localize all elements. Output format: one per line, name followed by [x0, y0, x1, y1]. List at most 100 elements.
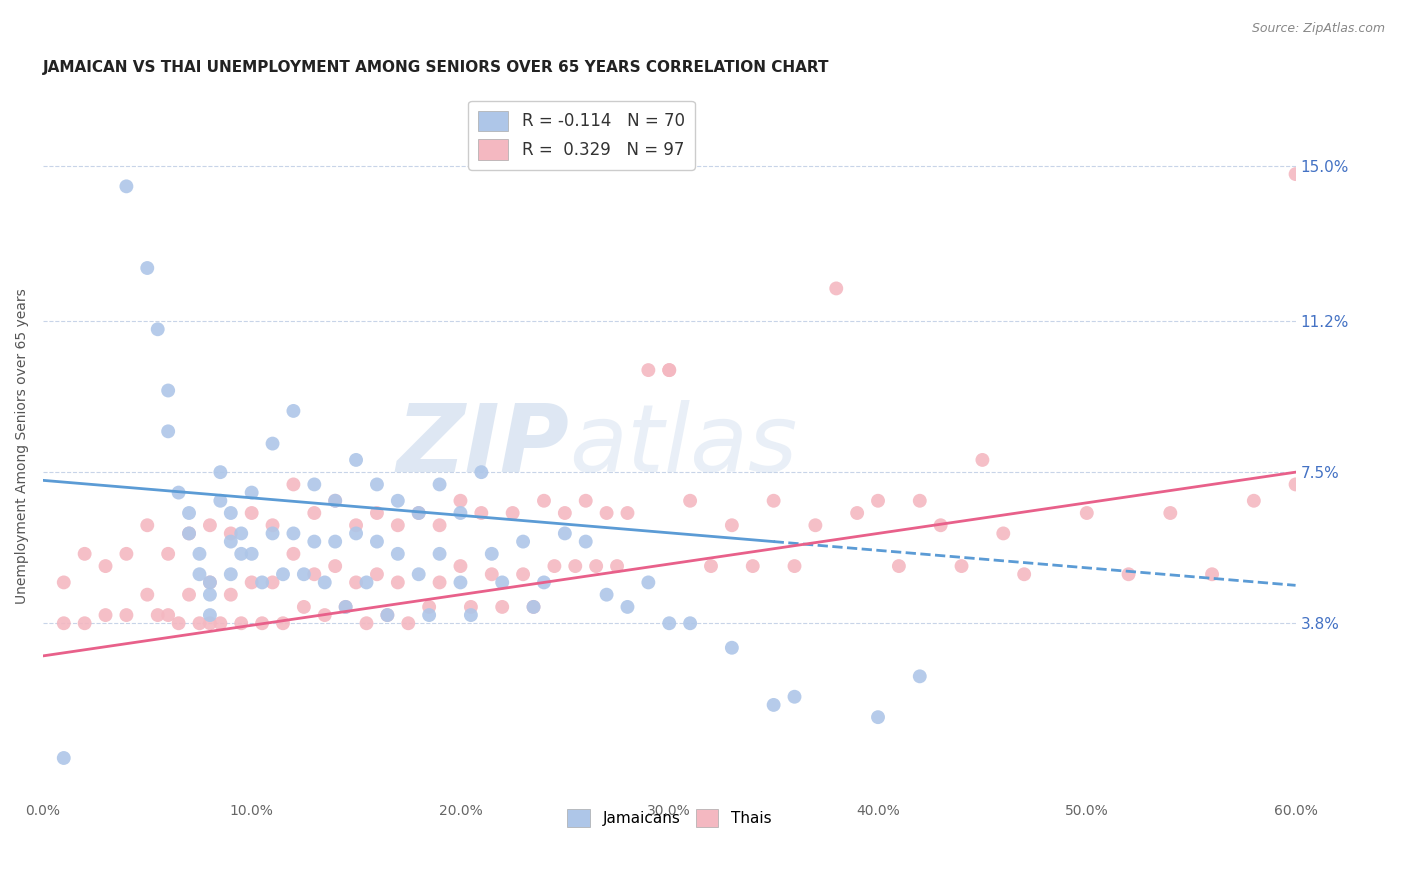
Point — [387, 518, 409, 533]
Point — [543, 559, 565, 574]
Point — [304, 506, 326, 520]
Legend: Jamaicans, Thais: Jamaicans, Thais — [561, 803, 778, 833]
Point — [188, 567, 211, 582]
Point — [366, 506, 388, 520]
Point — [188, 547, 211, 561]
Point — [219, 526, 242, 541]
Point — [387, 547, 409, 561]
Point — [616, 599, 638, 614]
Point — [908, 669, 931, 683]
Point — [481, 547, 503, 561]
Point — [783, 690, 806, 704]
Point — [136, 260, 159, 275]
Point — [271, 616, 294, 631]
Point — [512, 534, 534, 549]
Point — [240, 575, 263, 590]
Point — [250, 616, 273, 631]
Point — [157, 608, 180, 623]
Point — [950, 559, 973, 574]
Point — [1284, 477, 1306, 491]
Point — [658, 616, 681, 631]
Point — [344, 575, 367, 590]
Point — [408, 506, 430, 520]
Point — [177, 526, 200, 541]
Point — [177, 506, 200, 520]
Point — [262, 526, 284, 541]
Point — [323, 534, 346, 549]
Point — [470, 506, 492, 520]
Point — [198, 575, 221, 590]
Point — [240, 485, 263, 500]
Point — [283, 547, 305, 561]
Point — [146, 322, 169, 336]
Point — [1012, 567, 1035, 582]
Point — [115, 547, 138, 561]
Point — [314, 575, 336, 590]
Point — [366, 567, 388, 582]
Point — [658, 363, 681, 377]
Point — [356, 575, 378, 590]
Point — [972, 453, 994, 467]
Point — [679, 616, 702, 631]
Point — [292, 599, 315, 614]
Point — [637, 363, 659, 377]
Point — [344, 526, 367, 541]
Point — [554, 506, 576, 520]
Point — [219, 567, 242, 582]
Text: atlas: atlas — [569, 401, 797, 491]
Point — [198, 588, 221, 602]
Point — [52, 616, 75, 631]
Point — [993, 526, 1015, 541]
Point — [335, 599, 357, 614]
Point — [762, 698, 785, 712]
Point — [554, 526, 576, 541]
Point — [198, 518, 221, 533]
Point — [240, 506, 263, 520]
Point — [396, 616, 419, 631]
Point — [146, 608, 169, 623]
Point — [491, 599, 513, 614]
Point — [460, 608, 482, 623]
Point — [908, 493, 931, 508]
Point — [522, 599, 544, 614]
Point — [335, 599, 357, 614]
Point — [136, 518, 159, 533]
Point — [1284, 167, 1306, 181]
Point — [52, 751, 75, 765]
Point — [136, 588, 159, 602]
Point — [209, 616, 232, 631]
Point — [470, 465, 492, 479]
Point — [177, 526, 200, 541]
Point — [262, 436, 284, 450]
Point — [887, 559, 910, 574]
Point — [481, 567, 503, 582]
Point — [292, 567, 315, 582]
Point — [658, 363, 681, 377]
Point — [304, 477, 326, 491]
Point — [73, 547, 96, 561]
Point — [1118, 567, 1140, 582]
Point — [304, 567, 326, 582]
Point — [522, 599, 544, 614]
Point — [679, 493, 702, 508]
Point — [721, 518, 744, 533]
Point — [262, 575, 284, 590]
Point — [304, 534, 326, 549]
Point — [387, 493, 409, 508]
Point — [271, 567, 294, 582]
Point — [804, 518, 827, 533]
Point — [825, 281, 848, 295]
Point — [177, 588, 200, 602]
Point — [429, 575, 451, 590]
Point — [219, 588, 242, 602]
Point — [209, 493, 232, 508]
Point — [115, 179, 138, 194]
Text: Source: ZipAtlas.com: Source: ZipAtlas.com — [1251, 22, 1385, 36]
Point — [741, 559, 763, 574]
Point — [209, 465, 232, 479]
Point — [366, 534, 388, 549]
Point — [387, 575, 409, 590]
Point — [94, 559, 117, 574]
Point — [449, 493, 471, 508]
Point — [1201, 567, 1223, 582]
